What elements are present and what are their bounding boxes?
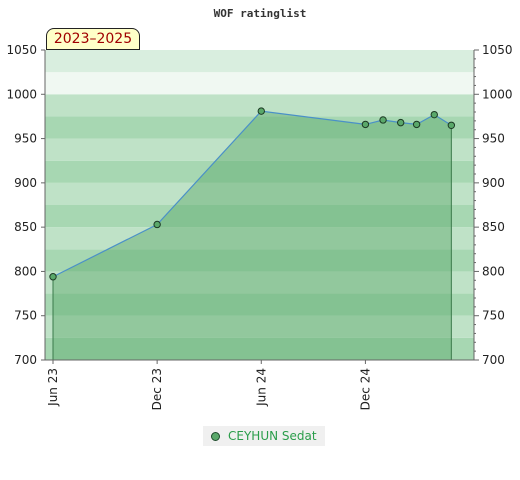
y-tick-label-right: 700 — [482, 353, 505, 367]
y-tick-label: 950 — [14, 132, 37, 146]
period-badge: 2023–2025 — [46, 28, 140, 50]
legend-label: CEYHUN Sedat — [228, 429, 317, 443]
y-tick-label-right: 750 — [482, 309, 505, 323]
band — [45, 227, 474, 250]
y-tick-label-right: 900 — [482, 176, 505, 190]
x-tick-label: Dec 23 — [150, 368, 164, 410]
band — [45, 271, 474, 294]
y-tick-label: 850 — [14, 220, 37, 234]
x-tick-label: Jun 23 — [46, 368, 60, 407]
data-point[interactable] — [379, 116, 387, 124]
band — [45, 315, 474, 338]
y-tick-label: 700 — [14, 353, 37, 367]
data-point[interactable] — [412, 120, 421, 129]
y-tick-label: 750 — [14, 309, 37, 323]
data-point[interactable] — [396, 118, 405, 127]
band — [45, 72, 474, 95]
y-tick-label: 900 — [14, 176, 37, 190]
y-tick-label-right: 1050 — [482, 43, 513, 57]
y-tick-label-right: 800 — [482, 264, 505, 278]
band — [45, 160, 474, 183]
data-point[interactable] — [257, 107, 265, 115]
y-tick-label-right: 1000 — [482, 87, 513, 101]
band — [45, 249, 474, 272]
legend-marker-icon — [211, 431, 220, 441]
y-axis-right: 700 750 800 850 900 950 1000 1050 — [473, 43, 513, 367]
band — [45, 50, 474, 73]
y-tick-label: 800 — [14, 264, 37, 278]
legend[interactable]: CEYHUN Sedat — [203, 426, 325, 446]
band — [45, 138, 474, 161]
series-area — [53, 111, 452, 360]
x-tick-label: Jun 24 — [254, 368, 268, 407]
chart-title: WOF ratinglist — [214, 7, 307, 20]
band — [45, 94, 474, 117]
y-tick-label-right: 850 — [482, 220, 505, 234]
data-point[interactable] — [430, 110, 438, 119]
data-points — [49, 107, 456, 281]
y-tick-label: 1050 — [6, 43, 37, 57]
y-tick-label-right: 950 — [482, 132, 505, 146]
x-axis: Jun 23 Dec 23 Jun 24 Dec 24 — [45, 359, 474, 410]
band — [45, 205, 474, 228]
data-point[interactable] — [153, 220, 161, 229]
y-axis-left: 700 750 800 850 900 950 1000 1050 — [6, 43, 46, 367]
data-point[interactable] — [49, 273, 57, 281]
x-tick-label: Dec 24 — [358, 368, 372, 410]
band — [45, 337, 474, 360]
data-point[interactable] — [447, 121, 456, 129]
data-point[interactable] — [361, 120, 370, 129]
y-tick-label: 1000 — [6, 87, 37, 101]
band — [45, 182, 474, 205]
band — [45, 293, 474, 316]
